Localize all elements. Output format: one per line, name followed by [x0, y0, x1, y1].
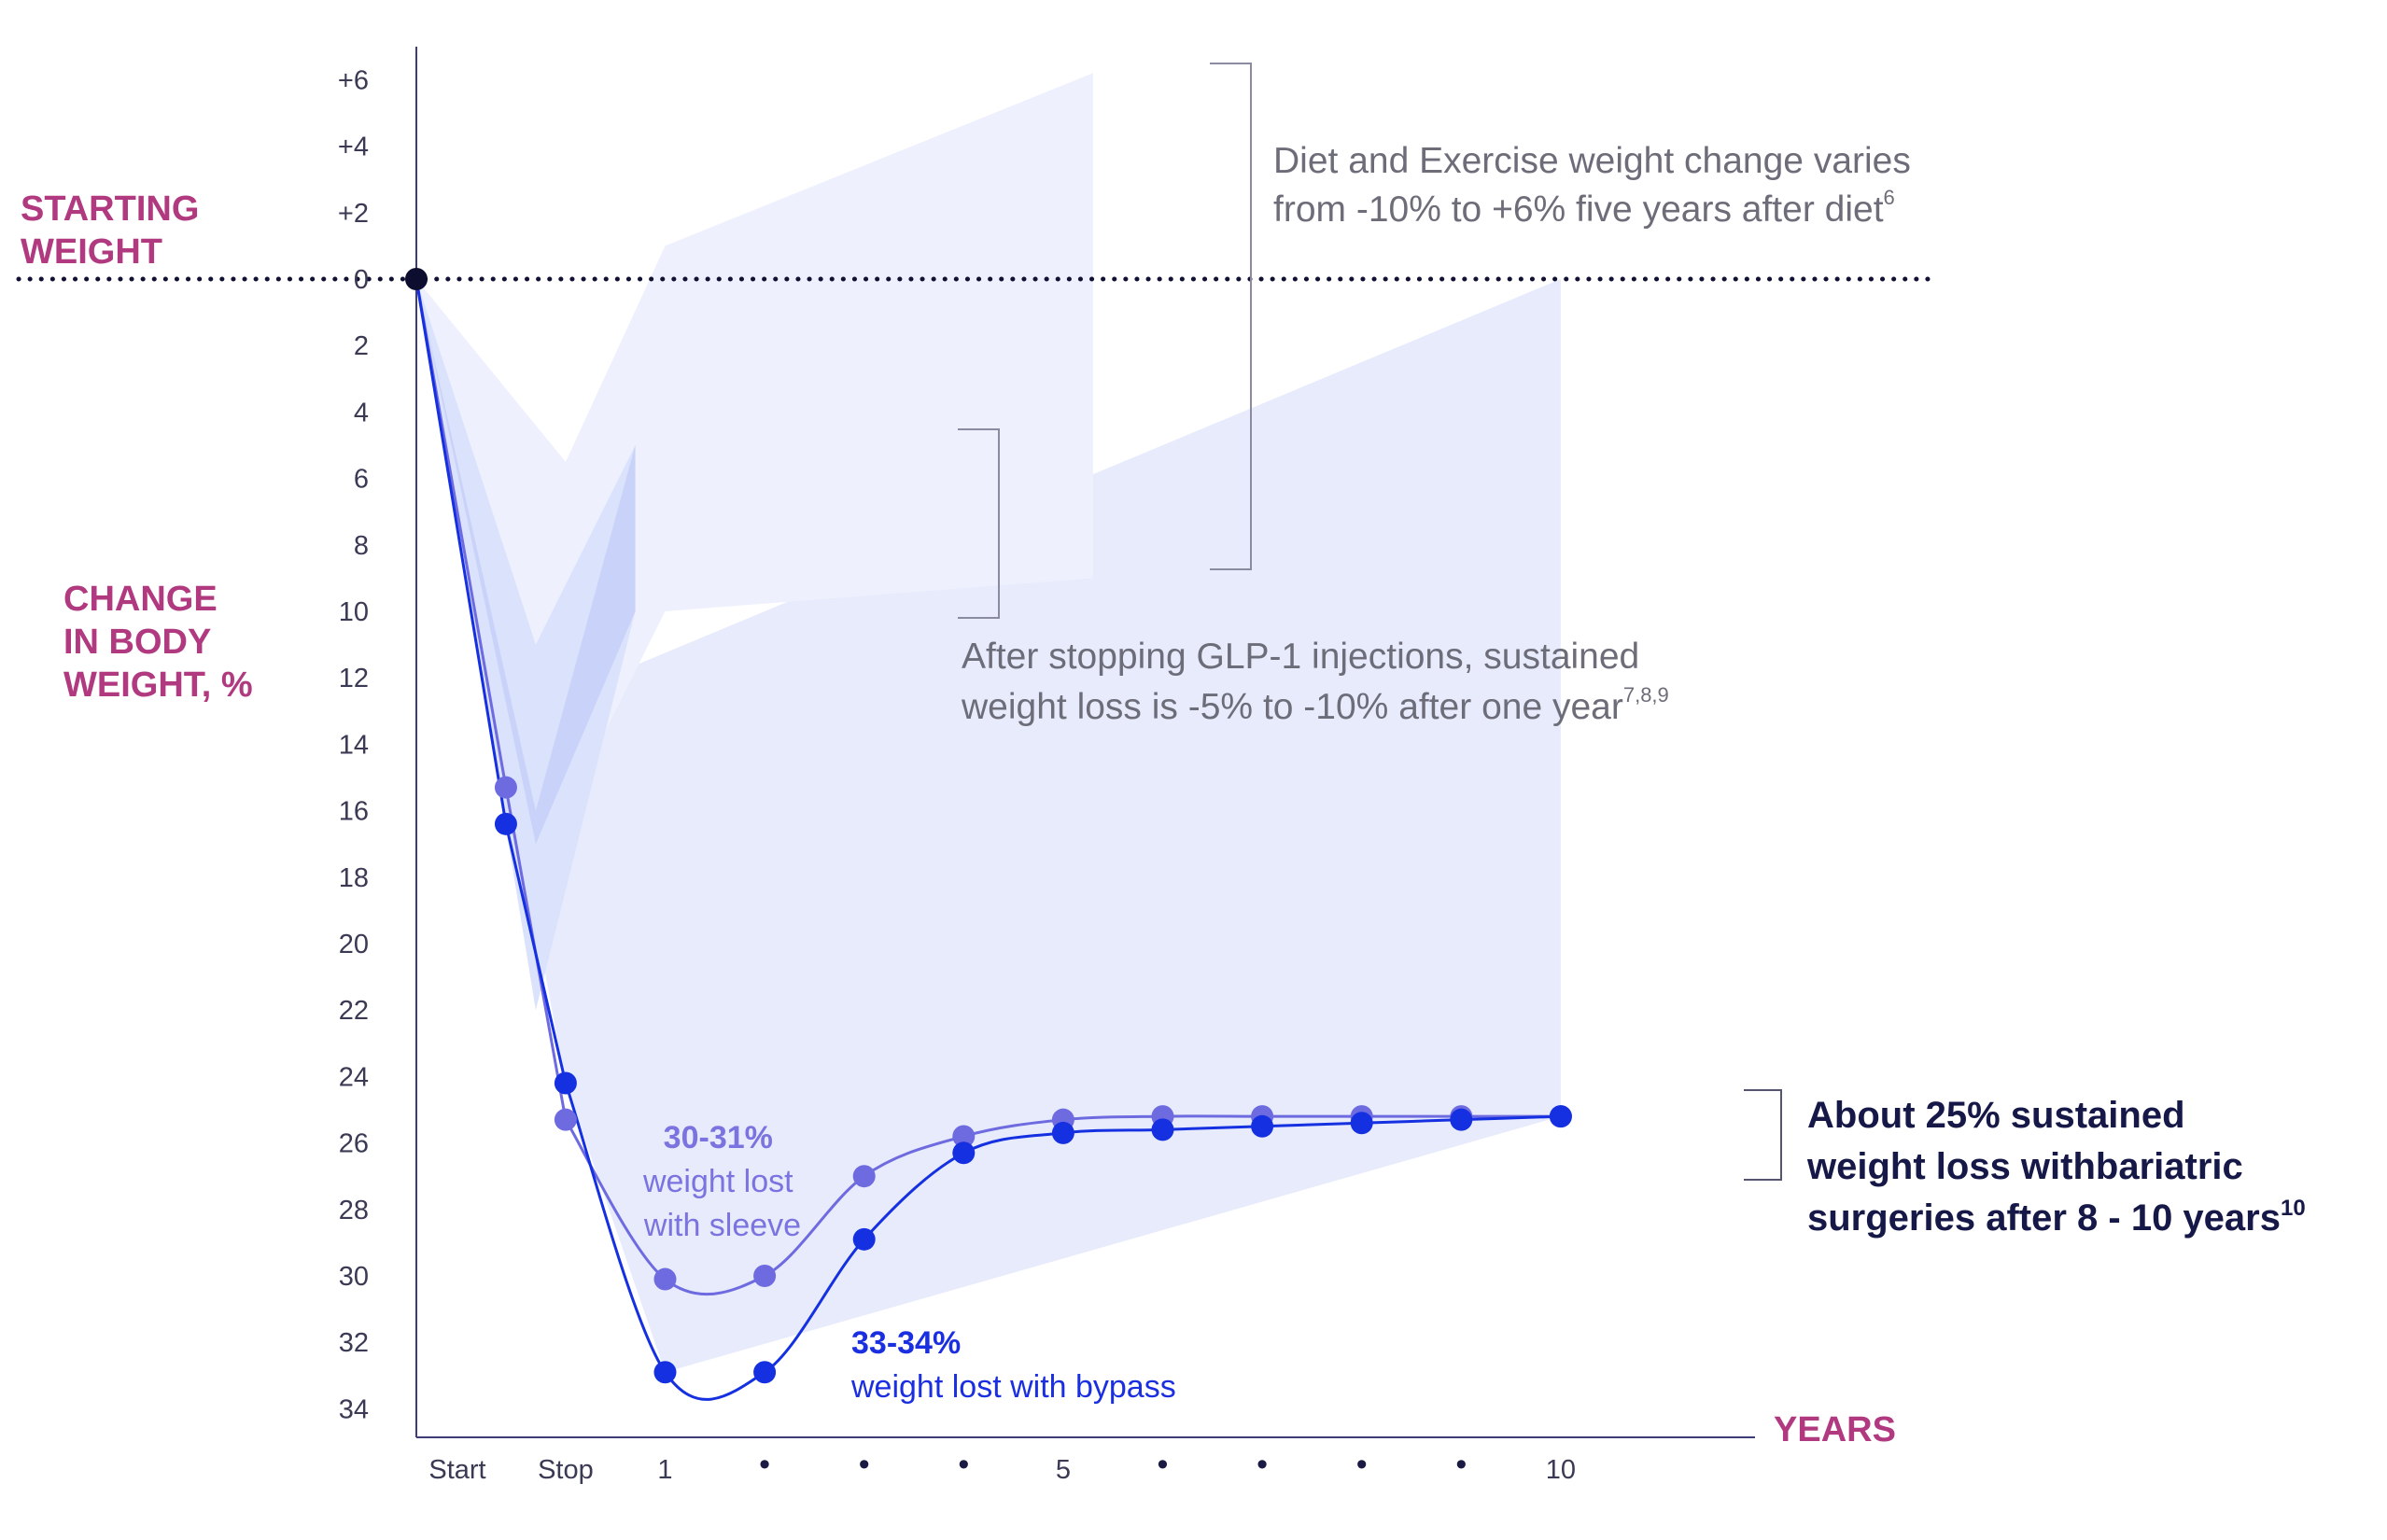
- y-tick-label: +6: [338, 65, 369, 95]
- band-3: [416, 279, 636, 845]
- x-tick-label: •: [859, 1447, 870, 1482]
- y-tick-label: 22: [339, 996, 369, 1026]
- y-tick-label: 12: [339, 664, 369, 693]
- diet-annotation-line-2: from -10% to +6% five years after diet6: [1273, 186, 1895, 230]
- data-point-1: [852, 1227, 876, 1251]
- sleeve-line-2: with sleeve: [643, 1208, 801, 1243]
- x-tick-label: •: [1257, 1447, 1268, 1482]
- data-point-0: [653, 1267, 677, 1291]
- diet-annotation: Diet and Exercise weight change varies f…: [1273, 141, 1921, 230]
- data-point-0: [852, 1165, 876, 1188]
- data-point-0: [554, 1108, 577, 1131]
- glp1-annotation-ref: 7,8,9: [1623, 683, 1669, 707]
- glp1-annotation-line-2: weight loss is -5% to -10% after one yea…: [961, 683, 1669, 727]
- series-lines: [414, 278, 1572, 1401]
- bariatric-annotation: About 25% sustained weight loss withbari…: [1806, 1095, 2306, 1239]
- sleeve-pct: 30-31%: [664, 1120, 773, 1155]
- y-tick-label: 8: [354, 531, 369, 561]
- y-tick-label: 28: [339, 1196, 369, 1225]
- bariatric-bracket: [1744, 1089, 1782, 1181]
- data-point-1: [554, 1071, 577, 1095]
- y-axis-title: CHANGE IN BODY WEIGHT, %: [63, 580, 253, 705]
- data-point-0: [753, 1265, 777, 1287]
- data-point-1: [653, 1361, 677, 1384]
- y-axis-title-line-1: CHANGE: [63, 580, 218, 619]
- glp1-bracket: [958, 428, 1000, 619]
- y-tick-label: 32: [339, 1328, 369, 1358]
- x-tick-label: •: [1158, 1447, 1169, 1482]
- y-tick-label: 18: [339, 863, 369, 893]
- y-tick-label: 26: [339, 1129, 369, 1159]
- data-point-1: [753, 1361, 777, 1384]
- y-tick-label: 10: [339, 597, 369, 627]
- data-point-1: [1151, 1118, 1174, 1141]
- x-axis-title: YEARS: [1774, 1410, 1896, 1449]
- x-tick-labels: Start Stop 1 • • • 5 • • • • 10: [428, 1447, 1576, 1485]
- bypass-line: weight lost with bypass: [850, 1369, 1176, 1405]
- y-tick-label: 24: [339, 1062, 369, 1092]
- sleeve-annotation: 30-31% weight lost with sleeve: [642, 1120, 802, 1243]
- bariatric-line-1: About 25% sustained: [1807, 1095, 2185, 1136]
- y-tick-label: 14: [339, 730, 369, 760]
- x-tick-label: •: [958, 1447, 969, 1482]
- bypass-annotation: 33-34% weight lost with bypass: [850, 1325, 1176, 1405]
- y-tick-label: 0: [354, 265, 369, 295]
- band-2: [416, 279, 636, 1011]
- y-tick-label: 30: [339, 1262, 369, 1292]
- x-tick-label: Stop: [538, 1455, 594, 1485]
- x-tick-label: •: [1455, 1447, 1467, 1482]
- data-point-1: [1051, 1121, 1074, 1144]
- diet-annotation-ref: 6: [1884, 186, 1895, 209]
- bariatric-ref: 10: [2281, 1196, 2306, 1221]
- y-tick-label: +4: [338, 133, 369, 162]
- starting-weight-line-1: STARTING: [21, 189, 199, 229]
- starting-weight-line-2: WEIGHT: [21, 232, 162, 272]
- y-axis-title-line-3: WEIGHT, %: [63, 665, 253, 705]
- y-tick-label: 16: [339, 797, 369, 827]
- bariatric-line-2: weight loss withbariatric: [1806, 1146, 2243, 1187]
- data-point-1: [1251, 1114, 1274, 1138]
- y-tick-label: 4: [354, 398, 369, 427]
- data-point-1: [1549, 1105, 1572, 1128]
- glp1-annotation-line-1: After stopping GLP-1 injections, sustain…: [962, 637, 1639, 677]
- data-point-0: [494, 776, 517, 799]
- data-point-1: [1350, 1112, 1373, 1135]
- x-tick-label: •: [1356, 1447, 1368, 1482]
- data-point-1: [952, 1141, 976, 1165]
- x-tick-label: Start: [428, 1455, 485, 1485]
- data-point-1: [494, 812, 517, 835]
- data-point-1: [1450, 1108, 1473, 1131]
- x-tick-label: 1: [657, 1455, 672, 1485]
- diet-bracket: [1210, 63, 1252, 570]
- series-line-0: [414, 278, 1561, 1296]
- bypass-pct: 33-34%: [851, 1325, 961, 1361]
- diet-annotation-line-1: Diet and Exercise weight change varies: [1273, 141, 1911, 181]
- bariatric-line-3: surgeries after 8 - 10 years10: [1807, 1196, 2306, 1239]
- x-tick-label: 5: [1056, 1455, 1071, 1485]
- x-tick-label: •: [759, 1447, 770, 1482]
- x-tick-label: 10: [1546, 1455, 1576, 1485]
- range-bands: [416, 73, 1561, 1373]
- y-tick-label: 34: [339, 1394, 369, 1424]
- band-0: [416, 279, 1561, 1373]
- y-tick-label: 20: [339, 930, 369, 959]
- y-axis-title-line-2: IN BODY: [63, 623, 211, 662]
- y-tick-label: 6: [354, 465, 369, 495]
- y-tick-label: +2: [338, 199, 369, 229]
- origin-point: [405, 268, 428, 290]
- y-tick-label: 2: [354, 331, 369, 361]
- starting-weight-label: STARTING WEIGHT: [21, 189, 209, 272]
- data-point-0: [952, 1125, 976, 1148]
- glp1-annotation: After stopping GLP-1 injections, sustain…: [961, 637, 1669, 727]
- sleeve-line-1: weight lost: [642, 1164, 793, 1199]
